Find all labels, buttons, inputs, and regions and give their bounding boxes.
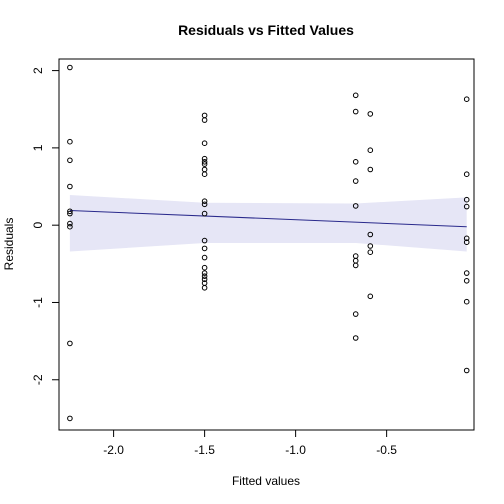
y-tick-label: 1 bbox=[31, 144, 45, 151]
data-point bbox=[67, 183, 73, 190]
y-tick-label: -1 bbox=[31, 297, 45, 308]
data-point bbox=[367, 243, 374, 249]
data-point bbox=[67, 157, 73, 164]
y-tick-label: -2 bbox=[31, 374, 45, 385]
data-point bbox=[201, 161, 208, 167]
x-axis: -2.0 -1.5 -1.0 -0.5 bbox=[103, 430, 397, 457]
data-point bbox=[201, 285, 208, 291]
data-point bbox=[352, 311, 359, 317]
y-tick-label: 2 bbox=[31, 67, 45, 74]
y-tick-label: 0 bbox=[31, 222, 45, 229]
data-point bbox=[201, 166, 208, 173]
data-point bbox=[201, 264, 208, 271]
data-point bbox=[463, 196, 470, 203]
data-point bbox=[201, 140, 208, 146]
data-point bbox=[201, 254, 208, 261]
y-axis-label: Residuals bbox=[2, 218, 16, 271]
data-point bbox=[352, 335, 359, 341]
data-point bbox=[367, 231, 374, 238]
data-point bbox=[201, 198, 208, 204]
data-point bbox=[201, 155, 208, 162]
data-point bbox=[67, 223, 73, 230]
data-point bbox=[367, 147, 374, 153]
data-point bbox=[201, 273, 208, 280]
data-point bbox=[201, 117, 208, 123]
data-point bbox=[352, 178, 359, 184]
x-tick-label: -1.5 bbox=[194, 443, 215, 457]
data-point bbox=[352, 253, 359, 259]
data-point bbox=[463, 171, 470, 177]
data-point bbox=[463, 270, 470, 276]
y-axis: -2 -1 0 1 2 bbox=[31, 67, 59, 385]
confidence-band-layer bbox=[69, 195, 467, 252]
data-point bbox=[67, 220, 73, 227]
data-point bbox=[201, 201, 208, 208]
data-point bbox=[201, 112, 208, 119]
data-point bbox=[352, 203, 359, 209]
data-point bbox=[201, 210, 208, 217]
data-point bbox=[463, 278, 470, 284]
data-point bbox=[367, 249, 374, 255]
data-point bbox=[367, 111, 374, 117]
x-tick-label: -1.0 bbox=[285, 443, 306, 457]
data-point bbox=[463, 203, 470, 210]
data-point bbox=[352, 92, 359, 99]
plot-frame bbox=[58, 58, 475, 431]
data-point bbox=[367, 293, 374, 300]
data-point bbox=[463, 239, 470, 245]
data-point bbox=[463, 367, 470, 374]
data-point bbox=[352, 262, 359, 269]
x-axis-label: Fitted values bbox=[232, 474, 300, 488]
data-point bbox=[201, 159, 208, 165]
data-point bbox=[463, 235, 470, 242]
x-tick-label: -2.0 bbox=[103, 443, 124, 457]
data-point bbox=[352, 108, 359, 115]
data-point bbox=[67, 415, 73, 422]
chart-title: Residuals vs Fitted Values bbox=[178, 22, 354, 38]
x-tick-label: -0.5 bbox=[376, 443, 397, 457]
data-point bbox=[201, 171, 208, 177]
data-point bbox=[352, 257, 359, 264]
data-point bbox=[67, 210, 73, 217]
data-point bbox=[201, 276, 208, 283]
data-point bbox=[67, 138, 73, 145]
data-point bbox=[463, 298, 470, 305]
data-point bbox=[67, 64, 73, 71]
data-point bbox=[352, 159, 359, 165]
points-layer bbox=[67, 64, 470, 422]
data-point bbox=[201, 237, 208, 244]
data-point bbox=[67, 340, 73, 347]
data-point bbox=[201, 245, 208, 252]
data-point bbox=[67, 208, 73, 215]
data-point bbox=[367, 166, 374, 173]
data-point bbox=[201, 270, 208, 276]
data-point bbox=[463, 96, 470, 102]
fit-line bbox=[69, 209, 467, 228]
fit-line-layer bbox=[69, 209, 467, 228]
confidence-band bbox=[69, 195, 467, 252]
